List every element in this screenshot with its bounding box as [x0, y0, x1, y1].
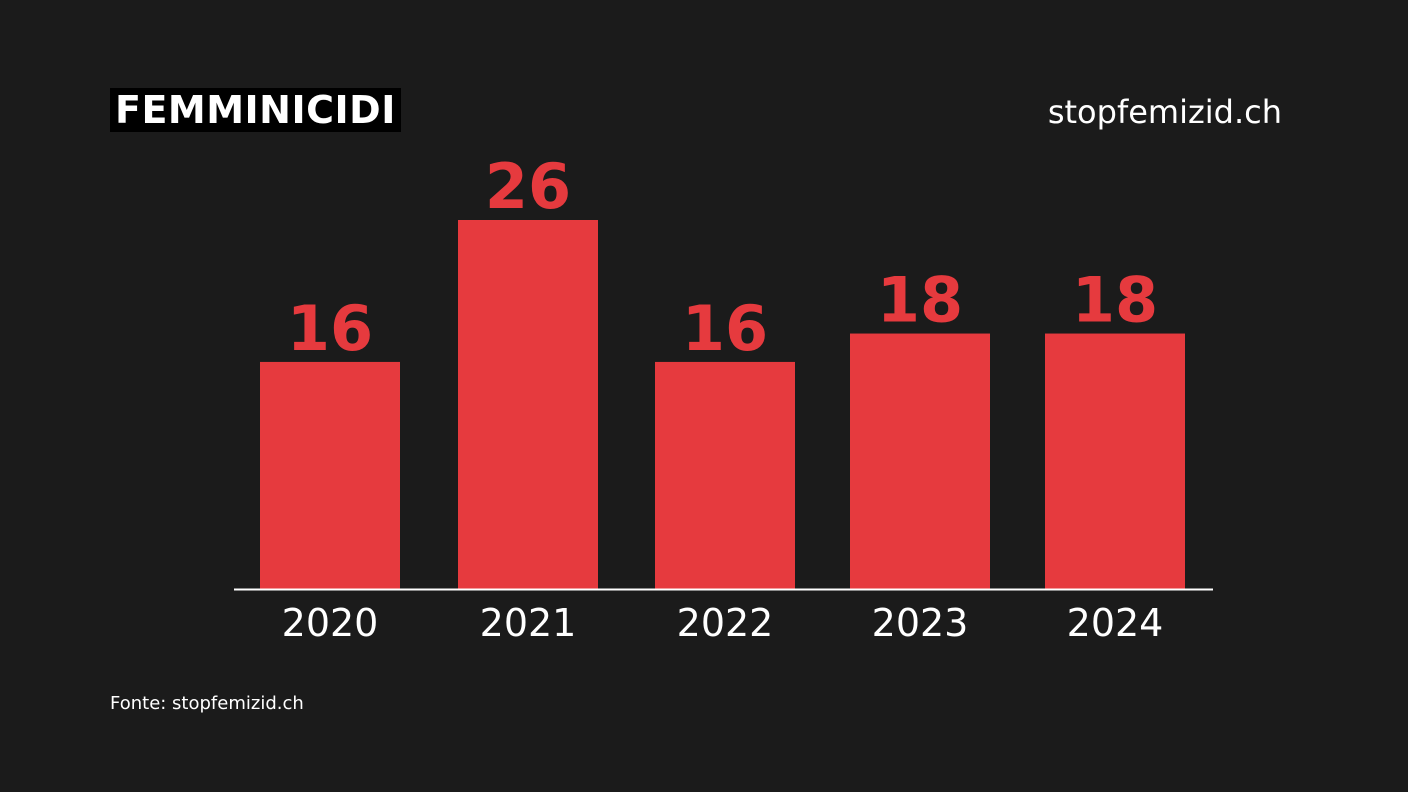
x-tick-label-2022: 2022: [677, 601, 774, 645]
bars-layer: [260, 220, 1185, 589]
bar-2020: [260, 361, 400, 589]
x-tick-label-2021: 2021: [480, 601, 577, 645]
bar-2023: [850, 333, 990, 589]
x-tick-label-2024: 2024: [1067, 601, 1164, 645]
brand-url: stopfemizid.ch: [1047, 93, 1282, 131]
bar-2022: [655, 361, 795, 589]
source-note: Fonte: stopfemizid.ch: [110, 693, 304, 714]
bar-2021: [458, 220, 598, 589]
bar-2024: [1045, 333, 1185, 589]
x-tick-label-2023: 2023: [872, 601, 969, 645]
value-label-2021: 26: [485, 150, 571, 223]
value-label-2024: 18: [1072, 264, 1158, 337]
value-label-2020: 16: [287, 292, 373, 365]
x-tick-label-2020: 2020: [282, 601, 379, 645]
labels-layer: 16 2020 26 2021 16 2022 18 2023 18 2024: [282, 150, 1164, 645]
chart-title: FEMMINICIDI: [110, 88, 401, 132]
value-label-2023: 18: [877, 264, 963, 337]
value-label-2022: 16: [682, 292, 768, 365]
